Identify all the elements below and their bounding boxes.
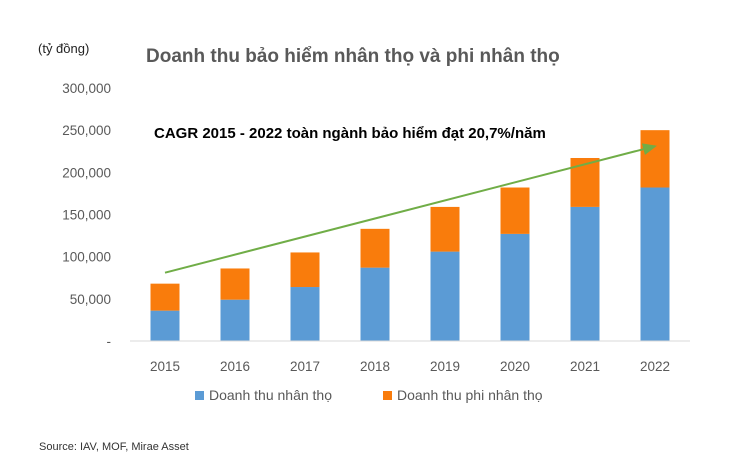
- bar-life-insurance: [360, 267, 390, 341]
- unit-label: (tỷ đồng): [38, 41, 89, 56]
- y-tick-label: 250,000: [62, 123, 111, 138]
- bar-non-life-insurance: [640, 130, 670, 188]
- bar-non-life-insurance: [150, 283, 180, 311]
- legend-label-life: Doanh thu nhân thọ: [209, 387, 332, 403]
- y-tick-label: 50,000: [70, 292, 111, 307]
- bar-life-insurance: [290, 287, 320, 341]
- bar-non-life-insurance: [500, 187, 530, 234]
- x-tick-label: 2018: [360, 359, 390, 374]
- bar-life-insurance: [500, 233, 530, 341]
- x-tick-label: 2019: [430, 359, 460, 374]
- chart-title: Doanh thu bảo hiểm nhân thọ và phi nhân …: [146, 46, 560, 67]
- cagr-annotation: CAGR 2015 - 2022 toàn ngành bảo hiểm đạt…: [154, 125, 546, 142]
- bar-life-insurance: [430, 251, 460, 341]
- bar-non-life-insurance: [290, 252, 320, 288]
- bar-non-life-insurance: [570, 157, 600, 207]
- x-tick-label: 2021: [570, 359, 600, 374]
- legend: Doanh thu nhân thọ Doanh thu phi nhân thọ: [195, 387, 543, 403]
- source-note: Source: IAV, MOF, Mirae Asset: [39, 441, 189, 453]
- y-tick-label: 200,000: [62, 165, 111, 180]
- bar-life-insurance: [220, 299, 250, 341]
- x-tick-label: 2022: [640, 359, 670, 374]
- bar-non-life-insurance: [220, 268, 250, 300]
- legend-swatch-life: [195, 391, 204, 400]
- y-tick-label: -: [107, 334, 112, 349]
- bars: [150, 130, 670, 341]
- x-tick-label: 2017: [290, 359, 320, 374]
- bar-life-insurance: [150, 310, 180, 341]
- trend-arrow: [164, 143, 657, 274]
- bar-life-insurance: [640, 187, 670, 341]
- y-tick-label: 100,000: [62, 250, 111, 265]
- x-tick-label: 2020: [500, 359, 530, 374]
- y-tick-label: 150,000: [62, 208, 111, 223]
- bar-non-life-insurance: [360, 228, 390, 268]
- y-axis: - 50,000 100,000 150,000 200,000 250,000 300,0…: [62, 81, 111, 349]
- x-tick-label: 2016: [220, 359, 250, 374]
- y-tick-label: 300,000: [62, 81, 111, 96]
- x-tick-label: 2015: [150, 359, 180, 374]
- legend-swatch-non-life: [383, 391, 392, 400]
- legend-label-non-life: Doanh thu phi nhân thọ: [397, 387, 543, 403]
- x-axis: 2015 2016 2017 2018 2019 2020 2021 2022: [150, 359, 670, 374]
- bar-non-life-insurance: [430, 206, 460, 252]
- bar-life-insurance: [570, 206, 600, 341]
